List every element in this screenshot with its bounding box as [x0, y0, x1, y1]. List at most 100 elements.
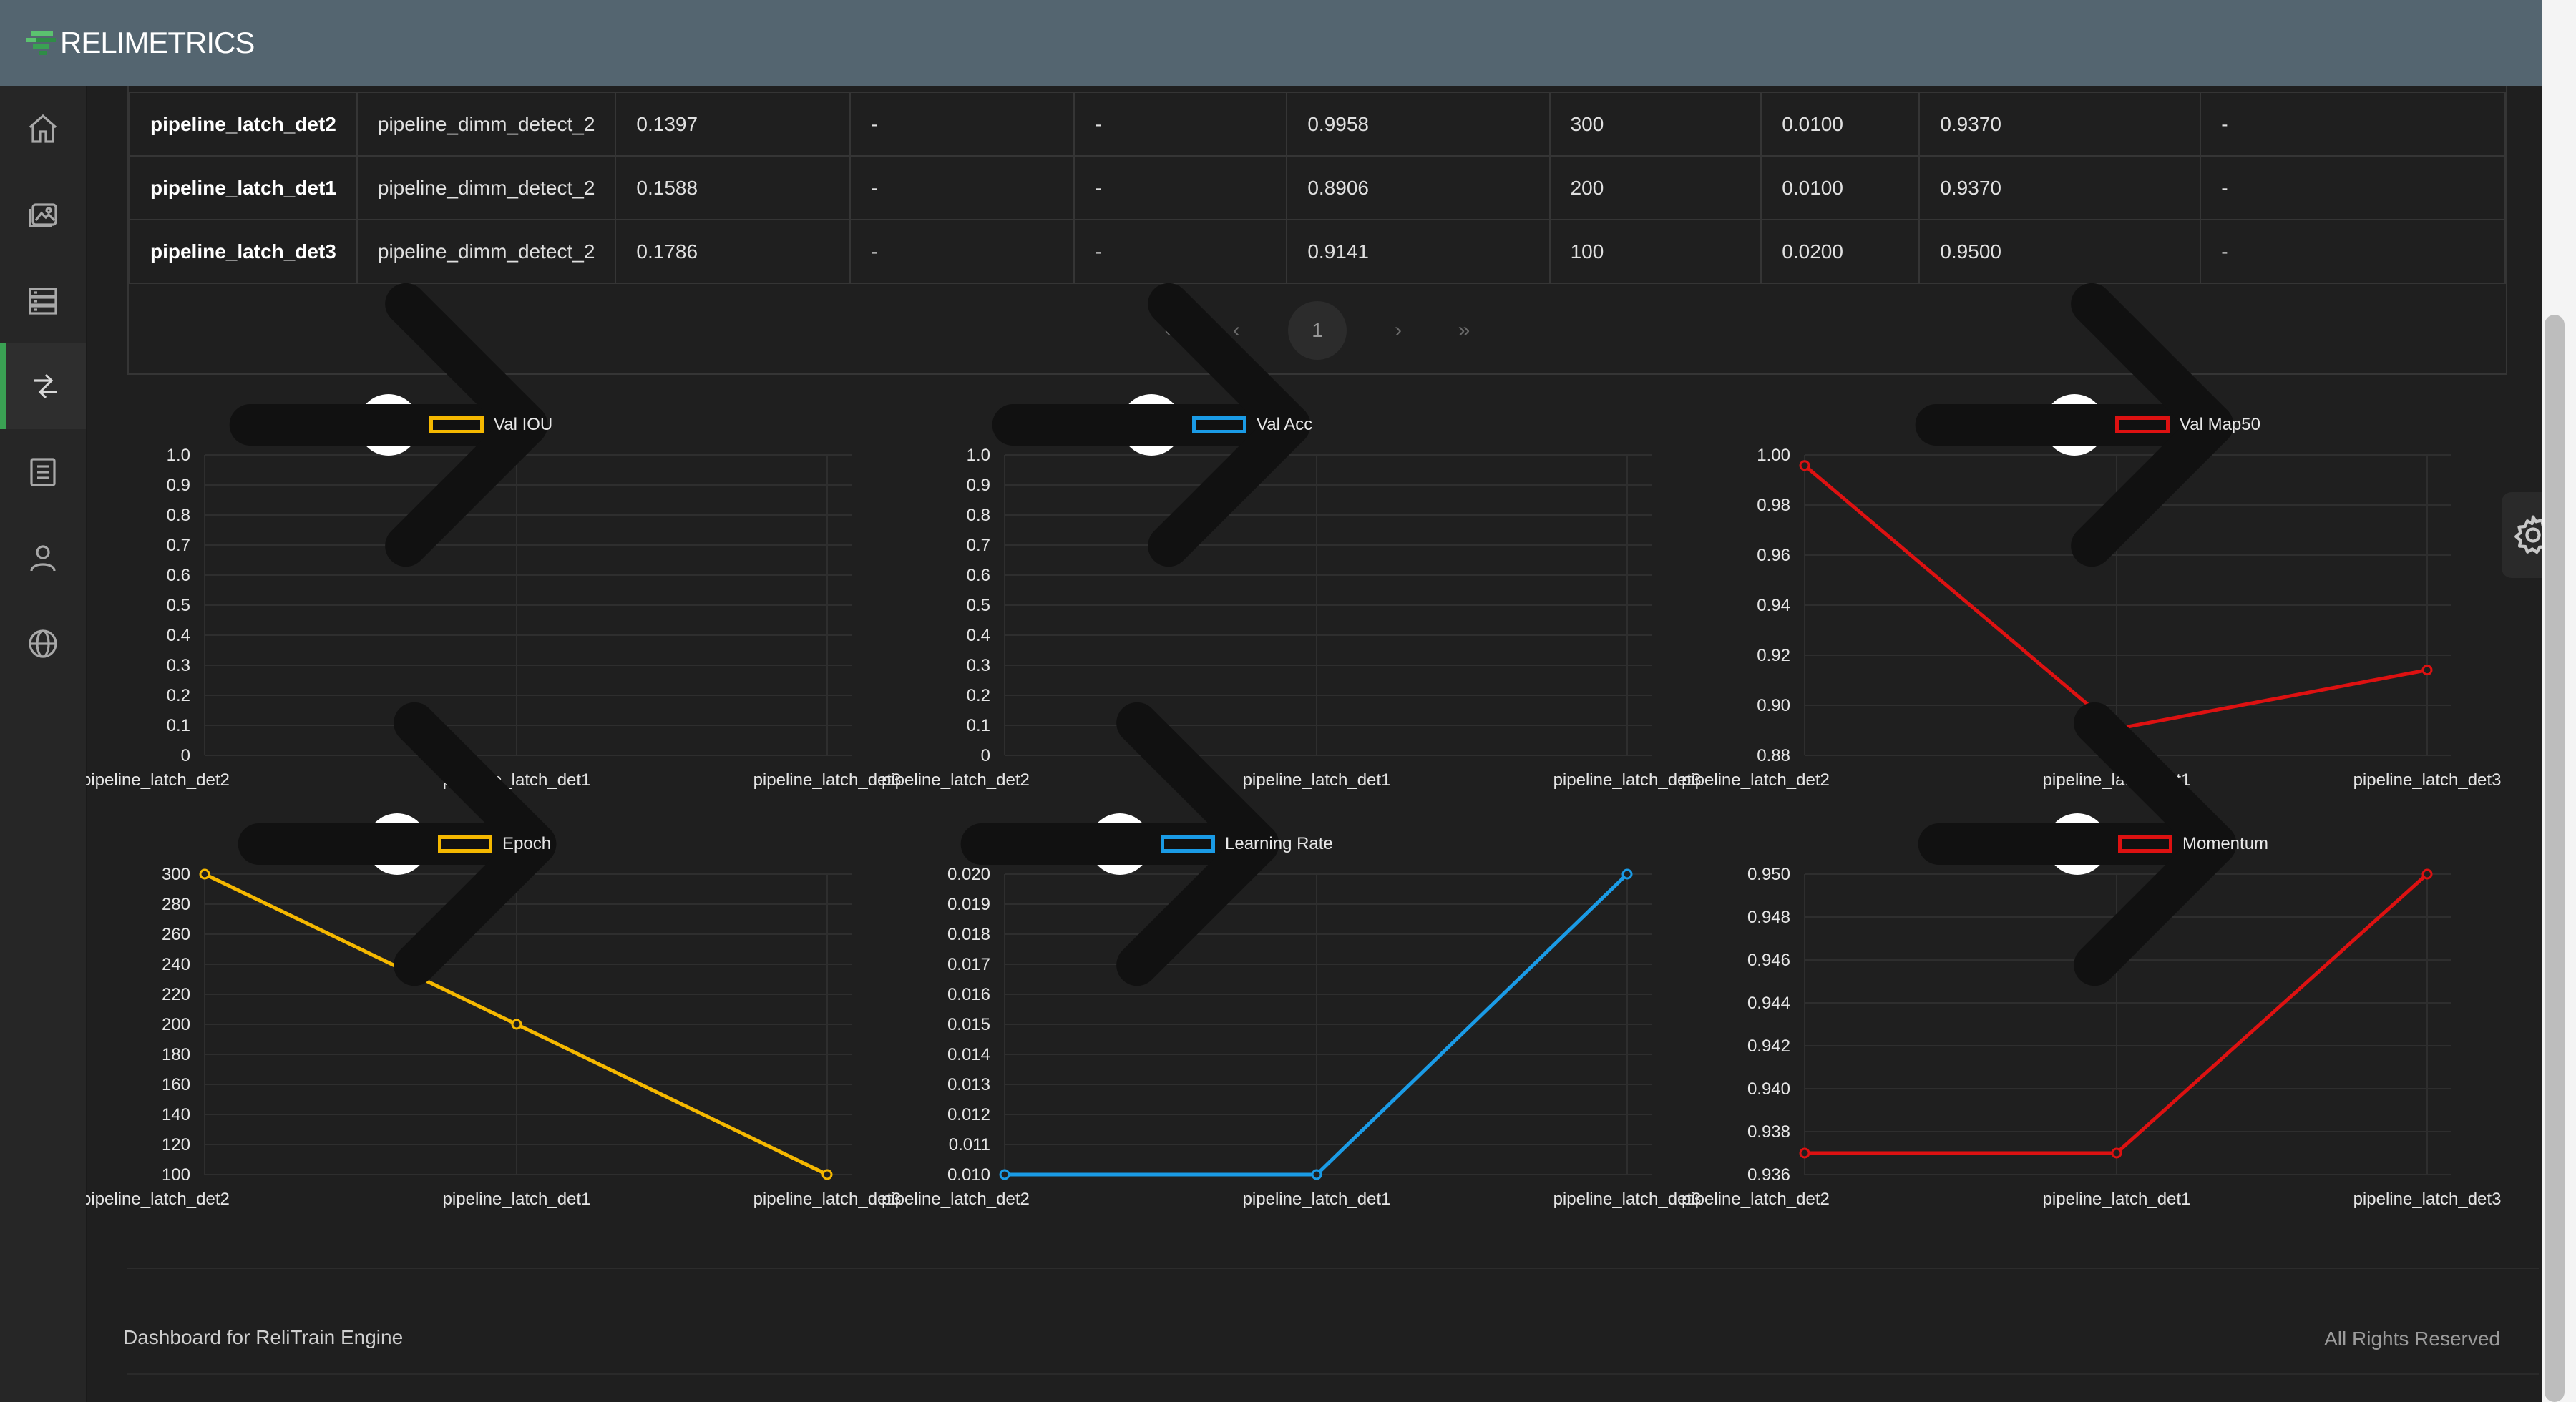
x-tick-label: pipeline_latch_det3 — [2353, 1190, 2502, 1209]
y-tick-label: 0.020 — [947, 865, 990, 884]
table-row[interactable]: pipeline_latch_det1 pipeline_dimm_detect… — [129, 155, 2506, 220]
y-tick-label: 0 — [981, 746, 990, 765]
data-point[interactable] — [199, 868, 210, 880]
arrow-right-icon[interactable] — [960, 702, 1279, 986]
table-cell: 0.1786 — [615, 219, 852, 284]
y-tick-label: 0.6 — [967, 566, 990, 585]
y-tick-label: 0.5 — [967, 596, 990, 615]
arrow-right-icon[interactable] — [229, 283, 548, 567]
table-cell: - — [2200, 219, 2506, 284]
y-tick-label: 240 — [162, 955, 190, 974]
x-tick-label: pipeline_latch_det2 — [1682, 770, 1830, 790]
y-tick-label: 1.0 — [167, 446, 190, 465]
y-tick-label: 0.1 — [967, 716, 990, 735]
data-point[interactable] — [1311, 1169, 1322, 1180]
chart-val-iou: Val IOU 1.0 0.9 0.8 0.7 0.6 0.5 0.4 0.3 0.2 0.1 0 pi… — [86, 283, 901, 801]
table-cell: 0.9141 — [1286, 219, 1551, 284]
y-tick-label: 0.940 — [1747, 1079, 1790, 1099]
data-point[interactable] — [1799, 460, 1810, 471]
y-tick-label: 0.90 — [1757, 696, 1790, 715]
prev-page-button[interactable]: ‹ — [1233, 318, 1240, 342]
data-point[interactable] — [999, 1169, 1010, 1180]
sidebar-item-home[interactable] — [0, 86, 86, 172]
table-cell: pipeline_dimm_detect_2 — [356, 92, 617, 157]
table-cell: - — [849, 219, 1075, 284]
table-cell: 0.1397 — [615, 92, 852, 157]
x-tick-label: pipeline_latch_det2 — [1682, 1190, 1830, 1209]
last-page-button[interactable]: » — [1458, 318, 1470, 342]
y-tick-label: 260 — [162, 925, 190, 944]
chart-legend[interactable]: Learning Rate — [960, 702, 1333, 986]
gear-icon — [2514, 515, 2542, 554]
y-tick-label: 0.3 — [967, 656, 990, 675]
settings-button[interactable] — [2502, 492, 2542, 578]
table-cell: - — [2200, 155, 2506, 220]
sidebar-item-datasets[interactable] — [0, 258, 86, 343]
y-tick-label: 140 — [162, 1105, 190, 1124]
table-row[interactable]: pipeline_latch_det2 pipeline_dimm_detect… — [129, 92, 2506, 157]
y-tick-label: 0.013 — [947, 1075, 990, 1094]
y-tick-label: 1.00 — [1757, 446, 1790, 465]
sidebar-item-globe[interactable] — [0, 601, 86, 687]
arrow-right-icon[interactable] — [992, 283, 1311, 567]
y-tick-label: 0.7 — [167, 536, 190, 555]
chart-legend[interactable]: Val IOU — [229, 283, 552, 567]
legend-swatch — [1192, 416, 1246, 433]
y-tick-label: 0.4 — [967, 626, 990, 645]
user-icon — [30, 545, 56, 572]
x-tick-label: pipeline_latch_det1 — [2043, 1190, 2191, 1209]
globe-icon — [29, 629, 57, 658]
y-tick-label: 0.94 — [1757, 596, 1790, 615]
table-cell: 0.0100 — [1760, 92, 1921, 157]
y-tick-label: 0.936 — [1747, 1165, 1790, 1185]
data-point[interactable] — [2421, 665, 2433, 676]
table-cell: pipeline_dimm_detect_2 — [356, 155, 617, 220]
y-tick-label: 0.011 — [949, 1135, 990, 1155]
data-point[interactable] — [821, 1169, 833, 1180]
y-tick-label: 0.946 — [1747, 951, 1790, 970]
logo[interactable]: RELIMETRICS — [26, 21, 255, 64]
table-cell: 100 — [1548, 219, 1762, 284]
legend-label: Learning Rate — [1225, 834, 1333, 853]
y-tick-label: 0.938 — [1747, 1122, 1790, 1142]
table-cell: 0.0100 — [1760, 155, 1921, 220]
scrollbar-thumb[interactable] — [2545, 315, 2565, 1402]
data-point[interactable] — [2421, 868, 2433, 880]
table-cell: - — [1073, 155, 1288, 220]
arrow-right-icon[interactable] — [1918, 702, 2237, 986]
arrow-right-icon[interactable] — [1915, 283, 2234, 567]
chart-learning-rate: Learning Rate 0.020 0.019 0.018 0.017 0.016 0.… — [882, 702, 1701, 1220]
data-point[interactable] — [1621, 868, 1633, 880]
sidebar-item-documents[interactable] — [0, 429, 86, 515]
arrow-right-icon[interactable] — [238, 702, 557, 986]
chart-legend[interactable]: Val Map50 — [1915, 283, 2260, 567]
legend-swatch — [429, 416, 484, 433]
table-cell: 0.9370 — [1918, 92, 2202, 157]
chart-legend[interactable]: Val Acc — [992, 283, 1312, 567]
data-point[interactable] — [1799, 1147, 1810, 1159]
y-tick-label: 0.2 — [167, 686, 190, 705]
y-tick-label: 0.98 — [1757, 496, 1790, 515]
sidebar-item-user[interactable] — [0, 515, 86, 601]
page-1-button[interactable]: 1 — [1288, 301, 1347, 360]
y-tick-label: 0 — [181, 746, 190, 765]
y-tick-label: 200 — [162, 1015, 190, 1034]
x-tick-label: pipeline_latch_det3 — [1553, 1190, 1702, 1209]
chart-legend[interactable]: Epoch — [238, 702, 557, 986]
table-row[interactable]: pipeline_latch_det3 pipeline_dimm_detect… — [129, 219, 2506, 284]
y-tick-label: 0.019 — [947, 895, 990, 914]
y-tick-label: 0.015 — [947, 1015, 990, 1034]
sidebar-item-compare[interactable] — [0, 343, 86, 429]
data-point[interactable] — [2111, 1147, 2122, 1159]
chart-legend[interactable]: Momentum — [1918, 702, 2268, 986]
table-cell: pipeline_dimm_detect_2 — [356, 219, 617, 284]
data-point[interactable] — [511, 1019, 522, 1030]
legend-swatch — [2115, 416, 2170, 433]
next-page-button[interactable]: › — [1395, 318, 1402, 342]
y-tick-label: 0.7 — [967, 536, 990, 555]
sidebar-item-images[interactable] — [0, 172, 86, 258]
x-tick-label: pipeline_latch_det2 — [882, 1190, 1030, 1209]
y-tick-label: 0.8 — [967, 506, 990, 525]
footer-bottom-divider — [127, 1373, 2539, 1375]
y-tick-label: 0.9 — [967, 476, 990, 495]
